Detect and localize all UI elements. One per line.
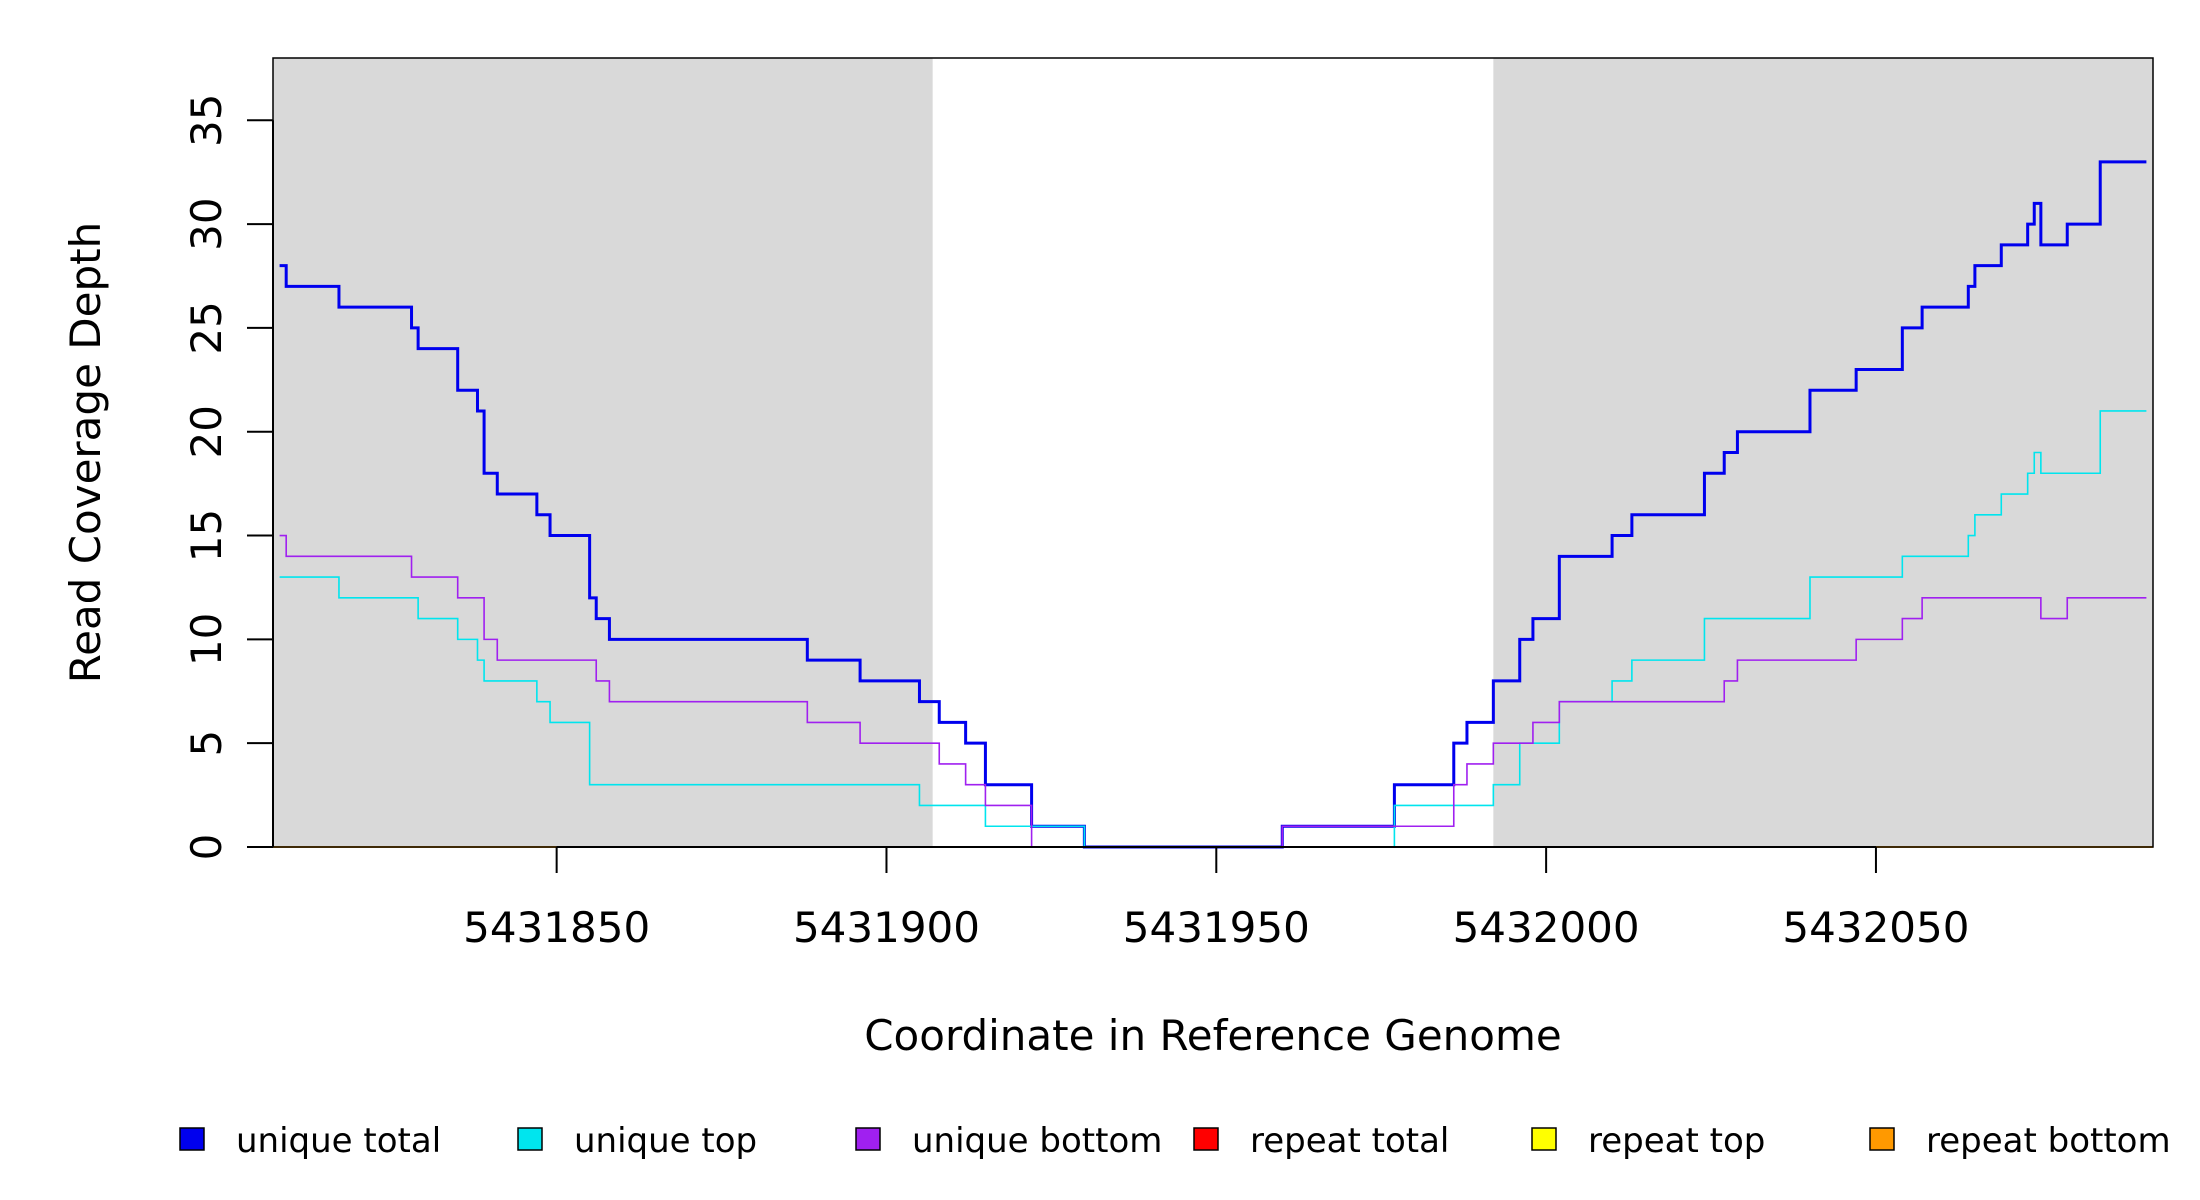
- legend-swatch: [1531, 1127, 1557, 1151]
- legend-item-unique-bottom: unique bottom: [855, 1121, 1162, 1161]
- y-tick-label: 5: [182, 730, 231, 757]
- y-tick-label: 10: [182, 613, 231, 666]
- x-tick-label: 5431950: [1123, 903, 1310, 952]
- legend-label: unique total: [236, 1121, 441, 1161]
- y-tick-label: 15: [182, 509, 231, 562]
- y-tick-label: 30: [182, 197, 231, 250]
- y-tick-label: 20: [182, 405, 231, 458]
- legend-label: repeat total: [1250, 1121, 1449, 1161]
- x-tick-label: 5432000: [1453, 903, 1640, 952]
- shaded-region-2: [1493, 58, 2153, 847]
- y-tick-label: 35: [182, 94, 231, 147]
- legend-swatch: [517, 1127, 543, 1151]
- x-tick-label: 5431900: [793, 903, 980, 952]
- series-line-unique-top: [279, 410, 2147, 848]
- x-tick-label: 5432050: [1782, 903, 1969, 952]
- shaded-region-1: [273, 58, 933, 847]
- legend-swatch: [1193, 1127, 1219, 1151]
- y-tick-label: 25: [182, 301, 231, 354]
- legend-item-unique-total: unique total: [179, 1121, 441, 1161]
- legend-label: repeat bottom: [1926, 1121, 2171, 1161]
- legend-item-repeat-bottom: repeat bottom: [1869, 1121, 2171, 1161]
- legend-label: unique bottom: [912, 1121, 1162, 1161]
- legend-swatch: [855, 1127, 881, 1151]
- series-line-unique-total: [279, 160, 2147, 849]
- legend-label: repeat top: [1588, 1121, 1765, 1161]
- x-axis-title: Coordinate in Reference Genome: [864, 1011, 1562, 1060]
- x-tick-label: 5431850: [463, 903, 650, 952]
- legend-swatch: [1869, 1127, 1895, 1151]
- legend-item-repeat-top: repeat top: [1531, 1121, 1765, 1161]
- legend-item-repeat-total: repeat total: [1193, 1121, 1449, 1161]
- y-axis-title: Read Coverage Depth: [61, 222, 110, 683]
- legend-label: unique top: [574, 1121, 757, 1161]
- legend-swatch: [179, 1127, 205, 1151]
- y-tick-label: 0: [182, 834, 231, 861]
- legend-item-unique-top: unique top: [517, 1121, 757, 1161]
